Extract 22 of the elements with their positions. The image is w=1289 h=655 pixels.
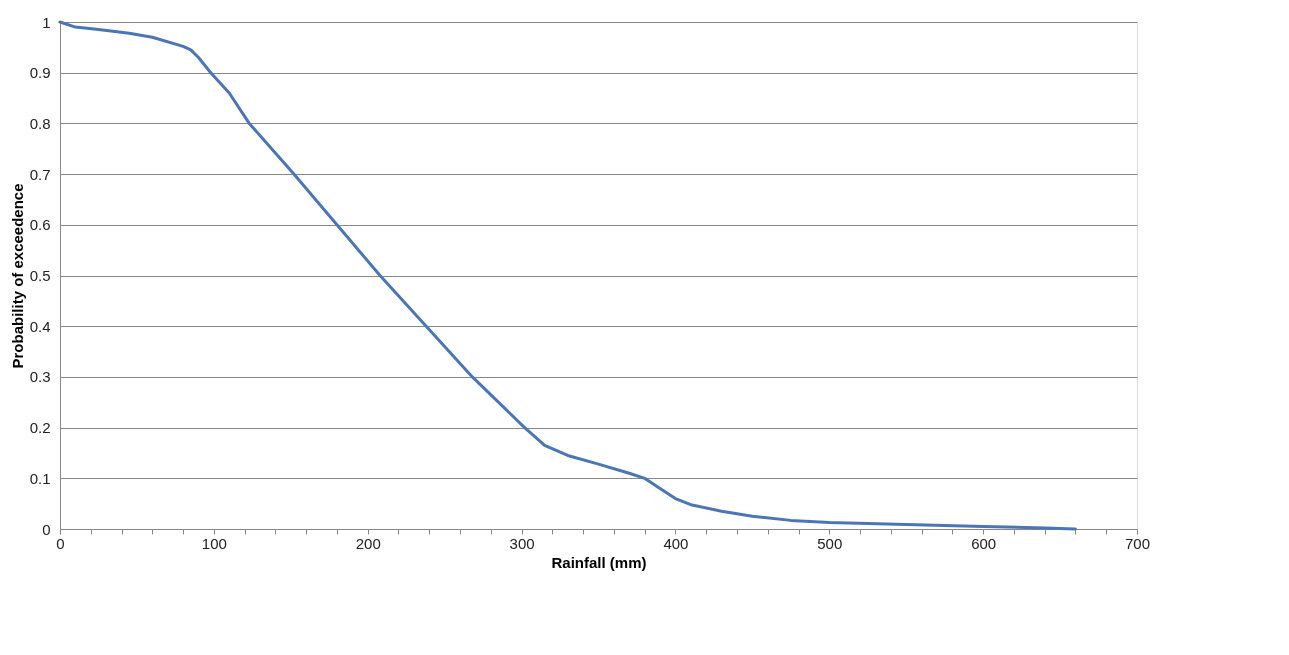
x-tick-label: 600 (971, 534, 997, 552)
y-tick-label: 0.6 (29, 216, 51, 234)
y-axis-title: Probability of exceedence (8, 183, 26, 369)
y-tick-label: 0.5 (29, 267, 51, 284)
y-tick-label: 0.2 (29, 419, 51, 437)
x-tick-label: 700 (1124, 534, 1151, 552)
y-tick-label: 0.7 (29, 165, 51, 183)
x-tick-label: 400 (663, 534, 689, 552)
line-series (58, 20, 1077, 531)
y-tick-label: 0.4 (29, 317, 51, 335)
y-tick-label: 0.1 (29, 469, 51, 487)
y-tick-label: 0.3 (29, 368, 51, 386)
y-tick-label: 0.9 (29, 64, 51, 82)
y-tick-label: 0.8 (29, 114, 51, 132)
x-axis-title: Rainfall (mm) (551, 553, 647, 571)
x-tick-label: 200 (355, 534, 381, 552)
y-tick-label: 1 (42, 13, 51, 31)
x-tick-label: 500 (817, 534, 843, 552)
y-tick-label: 0 (42, 520, 51, 538)
x-tick-label: 100 (201, 534, 227, 552)
x-tick-label: 0 (56, 534, 65, 552)
x-tick-label: 300 (509, 534, 535, 552)
